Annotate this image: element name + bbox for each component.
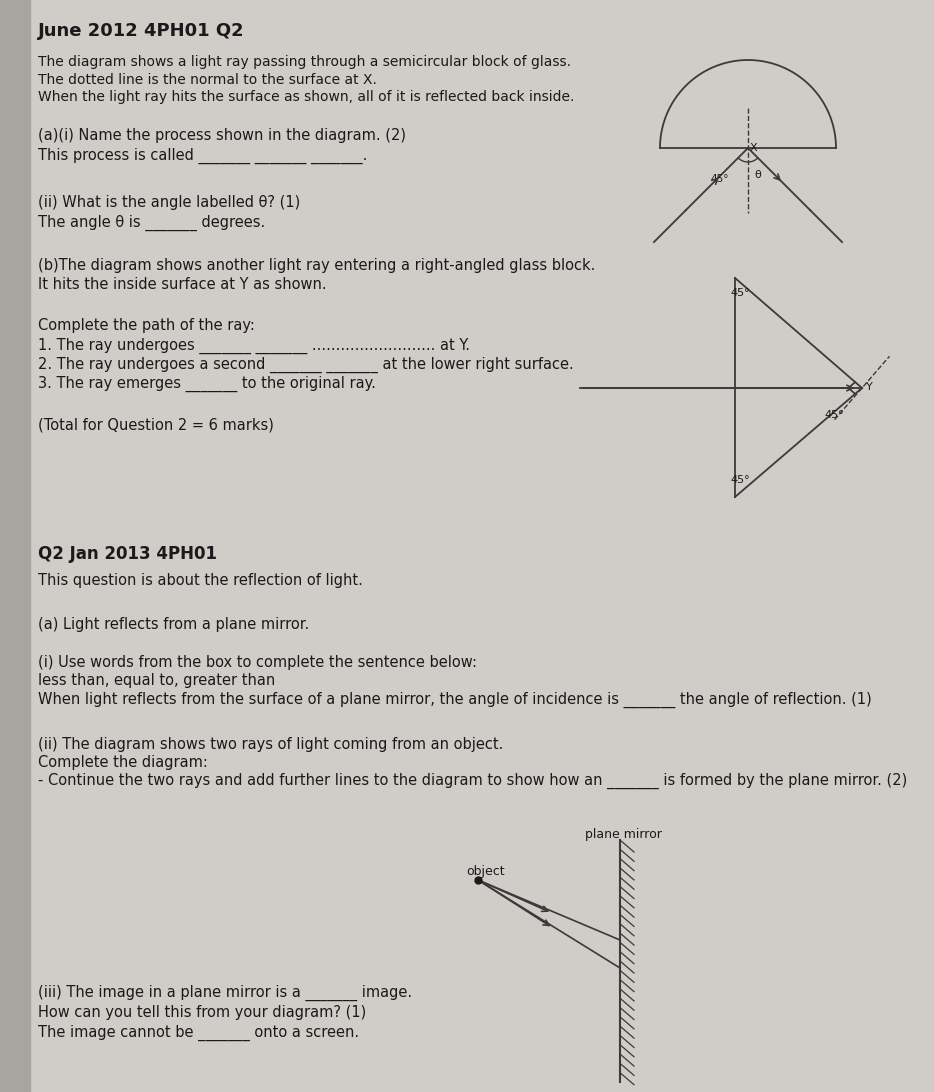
Text: 1. The ray undergoes _______ _______ .......................... at Y.: 1. The ray undergoes _______ _______ ...… (38, 339, 470, 354)
Text: (b)The diagram shows another light ray entering a right-angled glass block.: (b)The diagram shows another light ray e… (38, 258, 595, 273)
Text: 3. The ray emerges _______ to the original ray.: 3. The ray emerges _______ to the origin… (38, 376, 375, 392)
Text: It hits the inside surface at Y as shown.: It hits the inside surface at Y as shown… (38, 277, 327, 292)
Text: The dotted line is the normal to the surface at X.: The dotted line is the normal to the sur… (38, 73, 377, 87)
Text: plane mirror: plane mirror (585, 828, 662, 841)
Text: (Total for Question 2 = 6 marks): (Total for Question 2 = 6 marks) (38, 418, 274, 434)
Text: Y: Y (866, 382, 872, 392)
Text: (a) Light reflects from a plane mirror.: (a) Light reflects from a plane mirror. (38, 617, 309, 632)
Text: 45°: 45° (730, 475, 750, 485)
Text: June 2012 4PH01 Q2: June 2012 4PH01 Q2 (38, 22, 245, 40)
Text: (a)(i) Name the process shown in the diagram. (2): (a)(i) Name the process shown in the dia… (38, 128, 406, 143)
Text: less than, equal to, greater than: less than, equal to, greater than (38, 673, 276, 688)
Text: When light reflects from the surface of a plane mirror, the angle of incidence i: When light reflects from the surface of … (38, 692, 871, 709)
Text: Complete the diagram:: Complete the diagram: (38, 755, 208, 770)
Text: This question is about the reflection of light.: This question is about the reflection of… (38, 573, 363, 587)
Text: 45°: 45° (730, 288, 750, 298)
Text: The image cannot be _______ onto a screen.: The image cannot be _______ onto a scree… (38, 1025, 360, 1041)
Text: (iii) The image in a plane mirror is a _______ image.: (iii) The image in a plane mirror is a _… (38, 985, 412, 1001)
Text: object: object (466, 865, 504, 878)
Text: (i) Use words from the box to complete the sentence below:: (i) Use words from the box to complete t… (38, 655, 477, 670)
Text: - Continue the two rays and add further lines to the diagram to show how an ____: - Continue the two rays and add further … (38, 773, 907, 790)
Text: θ: θ (754, 170, 761, 180)
Text: 45°: 45° (710, 174, 729, 183)
Bar (0, 0, 30, 1092)
Text: The angle θ is _______ degrees.: The angle θ is _______ degrees. (38, 215, 265, 232)
Text: 2. The ray undergoes a second _______ _______ at the lower right surface.: 2. The ray undergoes a second _______ __… (38, 357, 573, 373)
Text: This process is called _______ _______ _______.: This process is called _______ _______ _… (38, 149, 367, 164)
Text: X: X (750, 143, 757, 153)
Text: The diagram shows a light ray passing through a semicircular block of glass.: The diagram shows a light ray passing th… (38, 55, 571, 69)
Text: Q2 Jan 2013 4PH01: Q2 Jan 2013 4PH01 (38, 545, 217, 563)
Text: When the light ray hits the surface as shown, all of it is reflected back inside: When the light ray hits the surface as s… (38, 90, 574, 104)
Text: (ii) The diagram shows two rays of light coming from an object.: (ii) The diagram shows two rays of light… (38, 737, 503, 752)
Text: Complete the path of the ray:: Complete the path of the ray: (38, 318, 255, 333)
Text: 45°: 45° (824, 410, 843, 420)
Text: How can you tell this from your diagram? (1): How can you tell this from your diagram?… (38, 1005, 366, 1020)
Text: (ii) What is the angle labelled θ? (1): (ii) What is the angle labelled θ? (1) (38, 195, 300, 210)
